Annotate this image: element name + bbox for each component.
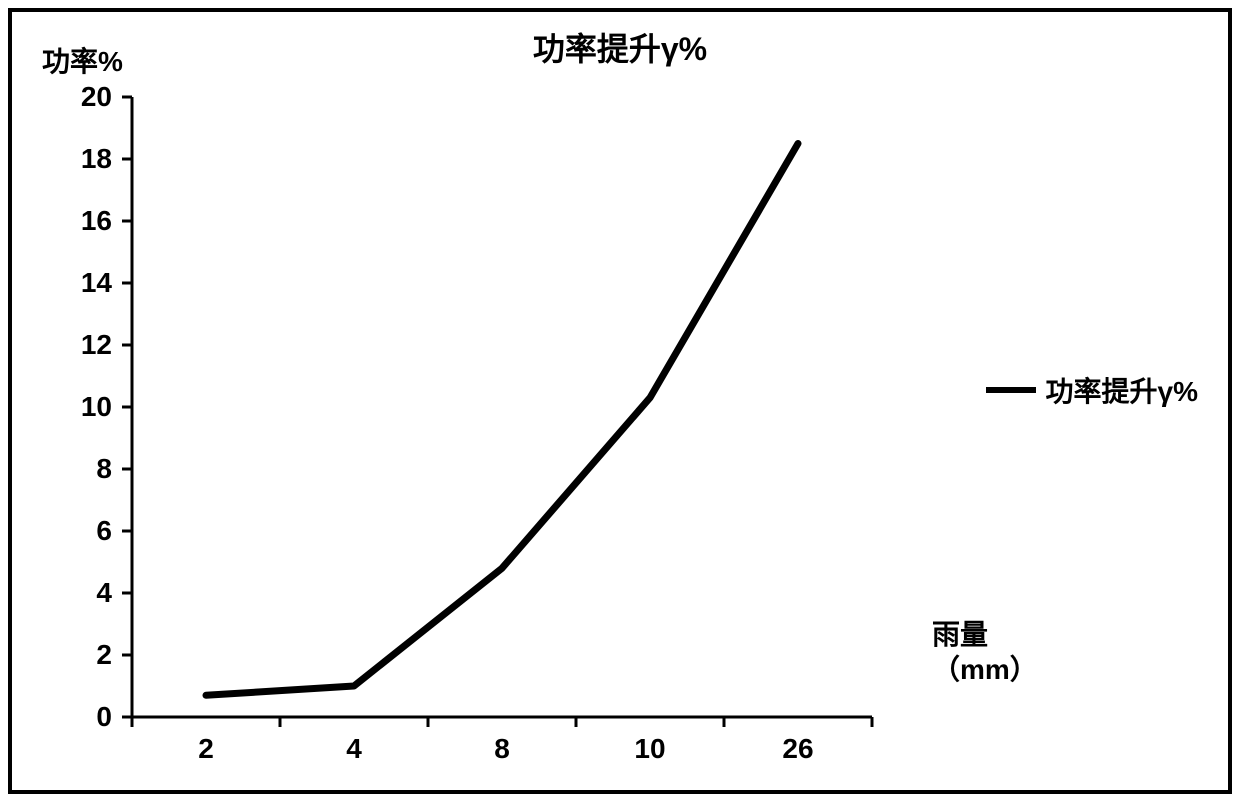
y-tick-label: 14 — [62, 267, 112, 299]
legend-label: 功率提升γ% — [1046, 370, 1198, 410]
x-axis-label-line2: （mm） — [932, 654, 1038, 685]
x-axis-label: 雨量 （mm） — [932, 617, 1038, 687]
x-axis-label-line1: 雨量 — [932, 619, 988, 650]
y-tick-label: 16 — [62, 205, 112, 237]
y-tick-label: 10 — [62, 391, 112, 423]
y-axis-label: 功率% — [42, 40, 123, 80]
y-tick-label: 0 — [62, 701, 112, 733]
x-tick-label: 8 — [462, 733, 542, 765]
y-tick-label: 20 — [62, 81, 112, 113]
x-tick-label: 10 — [610, 733, 690, 765]
chart-title: 功率提升γ% — [12, 24, 1228, 70]
chart-outer-frame: 功率提升γ% 功率% 雨量 （mm） 功率提升γ% 0 2 4 6 8 10 12 14 16 1… — [8, 8, 1232, 794]
y-tick-label: 8 — [62, 453, 112, 485]
x-tick-label: 26 — [758, 733, 838, 765]
legend-swatch — [986, 387, 1036, 393]
y-tick-label: 2 — [62, 639, 112, 671]
y-tick-label: 6 — [62, 515, 112, 547]
plot-area — [112, 77, 892, 737]
x-tick-label: 4 — [314, 733, 394, 765]
x-tick-label: 2 — [166, 733, 246, 765]
legend: 功率提升γ% — [986, 370, 1198, 410]
y-tick-label: 4 — [62, 577, 112, 609]
chart-container: 功率提升γ% 功率% 雨量 （mm） 功率提升γ% 0 2 4 6 8 10 12 14 16 1… — [12, 12, 1228, 790]
y-tick-label: 18 — [62, 143, 112, 175]
y-tick-label: 12 — [62, 329, 112, 361]
